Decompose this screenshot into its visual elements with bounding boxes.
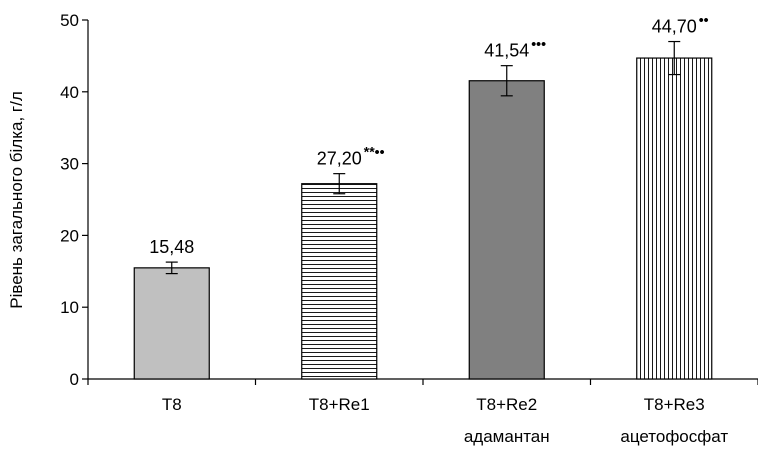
y-tick-label: 50 xyxy=(60,11,79,30)
data-label: 27,20 xyxy=(317,149,362,169)
x-tick-label-line2: адамантан xyxy=(464,427,550,446)
bar-2 xyxy=(301,183,378,380)
bar-3 xyxy=(468,80,545,380)
y-tick-label: 30 xyxy=(60,155,79,174)
x-tick-label: T8+Re1 xyxy=(309,395,370,414)
y-tick-label: 40 xyxy=(60,83,79,102)
bar-1 xyxy=(133,267,210,380)
significance-mark: •• xyxy=(699,12,709,28)
data-label: 15,48 xyxy=(149,237,194,257)
data-label: 44,70 xyxy=(652,17,697,37)
y-tick-label: 20 xyxy=(60,226,79,245)
x-tick-label: T8 xyxy=(162,395,182,414)
data-label: 41,54 xyxy=(484,41,529,61)
y-tick-label: 0 xyxy=(70,370,79,389)
significance-mark: ••• xyxy=(531,36,546,52)
bar-4 xyxy=(636,57,713,380)
x-tick-label: T8+Re2 xyxy=(476,395,537,414)
x-tick-label: T8+Re3 xyxy=(644,395,705,414)
y-axis-title: Рівень загального білка, г/л xyxy=(7,91,26,309)
x-tick-label-line2: ацетофосфат xyxy=(620,427,728,446)
y-tick-label: 10 xyxy=(60,298,79,317)
significance-mark: **•• xyxy=(364,144,385,160)
